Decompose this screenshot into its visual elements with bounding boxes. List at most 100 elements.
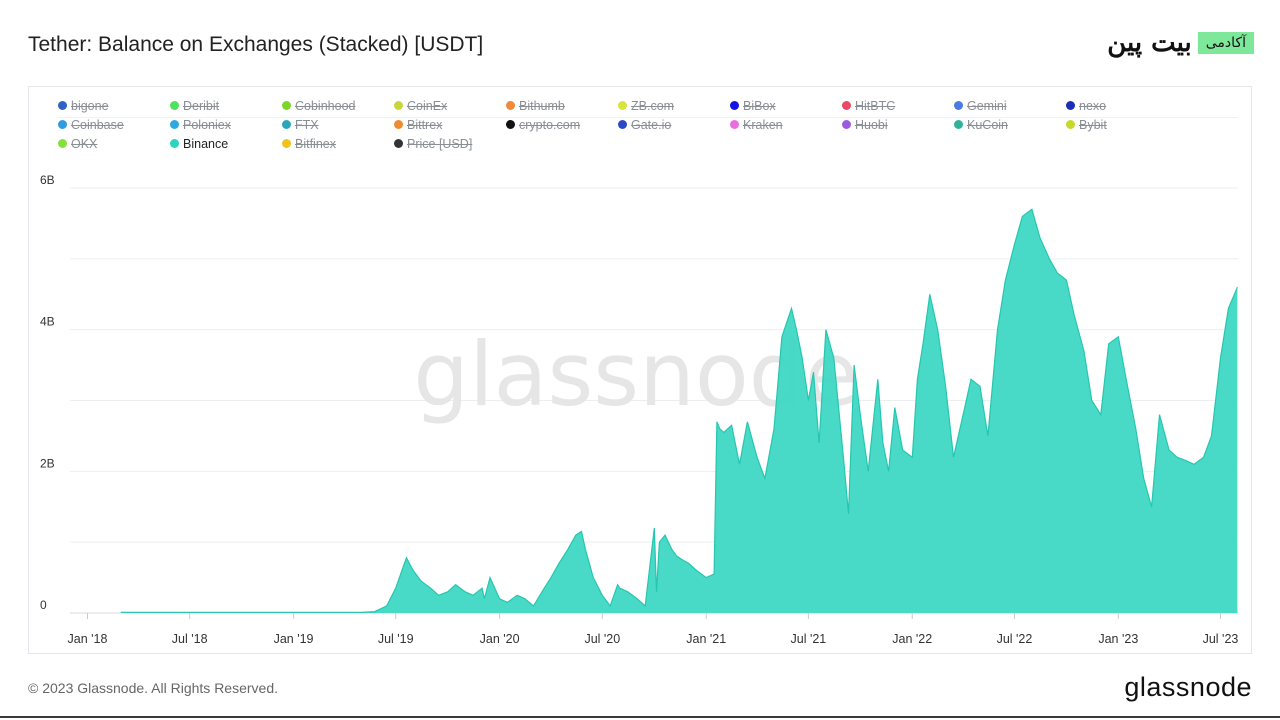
x-tick-label: Jan '22 [892, 632, 932, 646]
legend-item-poloniex[interactable]: Poloniex [170, 117, 282, 132]
legend-item-gemini[interactable]: Gemini [954, 98, 1066, 113]
x-tick-label: Jan '21 [686, 632, 726, 646]
legend-item-zb-com[interactable]: ZB.com [618, 98, 730, 113]
legend-marker [394, 120, 403, 129]
legend-marker [170, 101, 179, 110]
legend-label: Kraken [743, 117, 783, 132]
legend-label: Bitfinex [295, 136, 336, 151]
brand-script-text: بیت پین [1107, 28, 1192, 58]
legend-marker [842, 101, 851, 110]
legend-item-kucoin[interactable]: KuCoin [954, 117, 1066, 132]
x-tick-label: Jul '21 [791, 632, 827, 646]
brand-badge: آکادمی [1197, 32, 1254, 54]
legend-label: Huobi [855, 117, 888, 132]
legend-item-crypto-com[interactable]: crypto.com [506, 117, 618, 132]
legend-divider [58, 117, 1238, 118]
legend-marker [394, 101, 403, 110]
legend-marker [730, 120, 739, 129]
legend-marker [618, 120, 627, 129]
legend-marker [170, 120, 179, 129]
legend-item-nexo[interactable]: nexo [1066, 98, 1178, 113]
legend-item-bithumb[interactable]: Bithumb [506, 98, 618, 113]
legend-item-cobinhood[interactable]: Cobinhood [282, 98, 394, 113]
legend-marker [1066, 120, 1075, 129]
legend-item-kraken[interactable]: Kraken [730, 117, 842, 132]
legend-item-bitfinex[interactable]: Bitfinex [282, 136, 394, 151]
legend-label: Bittrex [407, 117, 443, 132]
legend-label: Poloniex [183, 117, 231, 132]
x-tick-label: Jul '18 [172, 632, 208, 646]
legend-item-price-usd[interactable]: Price [USD] [394, 136, 506, 151]
chart-frame [28, 86, 1252, 654]
legend-marker [506, 101, 515, 110]
legend-label: Bithumb [519, 98, 565, 113]
legend-item-coinbase[interactable]: Coinbase [58, 117, 170, 132]
legend-item-gate-io[interactable]: Gate.io [618, 117, 730, 132]
series-area-binance [120, 209, 1238, 614]
legend-marker [1066, 101, 1075, 110]
legend-marker [618, 101, 627, 110]
legend-item-deribit[interactable]: Deribit [170, 98, 282, 113]
x-tick-label: Jul '23 [1203, 632, 1239, 646]
legend-label: BiBox [743, 98, 776, 113]
legend-item-bigone[interactable]: bigone [58, 98, 170, 113]
legend-marker [954, 120, 963, 129]
x-tick-label: Jan '18 [68, 632, 108, 646]
legend-item-hitbtc[interactable]: HitBTC [842, 98, 954, 113]
legend-item-bittrex[interactable]: Bittrex [394, 117, 506, 132]
legend-label: Gemini [967, 98, 1007, 113]
x-tick-label: Jul '20 [584, 632, 620, 646]
legend-marker [58, 120, 67, 129]
legend-marker [954, 101, 963, 110]
x-tick-label: Jan '19 [274, 632, 314, 646]
chart-title: Tether: Balance on Exchanges (Stacked) [… [28, 33, 484, 56]
legend-label: Coinbase [71, 117, 124, 132]
legend-marker [282, 101, 291, 110]
legend-label: KuCoin [967, 117, 1008, 132]
legend-item-ftx[interactable]: FTX [282, 117, 394, 132]
x-tick-label: Jan '20 [480, 632, 520, 646]
x-tick-label: Jul '19 [378, 632, 414, 646]
legend-marker [282, 120, 291, 129]
y-tick-label: 0 [40, 598, 47, 612]
legend-marker [506, 120, 515, 129]
legend-item-huobi[interactable]: Huobi [842, 117, 954, 132]
legend-label: crypto.com [519, 117, 581, 132]
legend-marker [58, 101, 67, 110]
legend-marker [730, 101, 739, 110]
bottom-divider [0, 716, 1280, 718]
legend-item-bybit[interactable]: Bybit [1066, 117, 1178, 132]
legend-item-okx[interactable]: OKX [58, 136, 170, 151]
y-tick-label: 4B [40, 315, 55, 329]
legend-label: OKX [71, 136, 98, 151]
legend-label: FTX [295, 117, 319, 132]
legend-item-bibox[interactable]: BiBox [730, 98, 842, 113]
legend-item-binance[interactable]: Binance [170, 136, 282, 151]
legend-item-coinex[interactable]: CoinEx [394, 98, 506, 113]
legend-label: Gate.io [631, 117, 672, 132]
chart-legend: bigone Deribit Cobinhood CoinEx Bithumb ZB.co… [58, 98, 1238, 151]
legend-label: CoinEx [407, 98, 448, 113]
legend-label: ZB.com [631, 98, 675, 113]
legend-marker [170, 139, 179, 148]
y-tick-label: 6B [40, 173, 55, 187]
glassnode-logo: glassnode [1124, 672, 1252, 702]
series-line-binance [120, 208, 1238, 613]
legend-marker [282, 139, 291, 148]
legend-label: Price [USD] [407, 136, 473, 151]
legend-label: nexo [1079, 98, 1107, 113]
legend-label: HitBTC [855, 98, 896, 113]
copyright-text: © 2023 Glassnode. All Rights Reserved. [28, 680, 279, 696]
legend-marker [394, 139, 403, 148]
legend-label: Bybit [1079, 117, 1107, 132]
x-tick-label: Jan '23 [1098, 632, 1138, 646]
legend-label: bigone [71, 98, 109, 113]
legend-marker [842, 120, 851, 129]
brand-logo: بیت پین آکادمی [1107, 30, 1254, 56]
x-tick-label: Jul '22 [997, 632, 1033, 646]
y-tick-label: 2B [40, 456, 55, 470]
legend-label: Deribit [183, 98, 220, 113]
legend-marker [58, 139, 67, 148]
legend-label: Binance [183, 136, 229, 151]
